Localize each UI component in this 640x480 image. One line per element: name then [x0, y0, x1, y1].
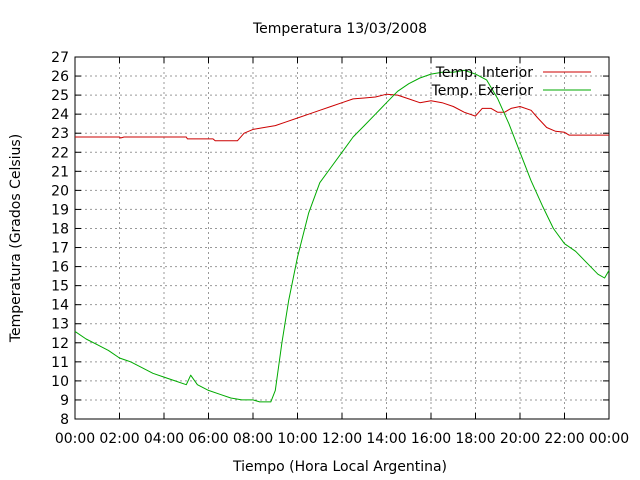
y-tick-label: 15 [51, 279, 69, 295]
y-tick-label: 10 [51, 374, 69, 390]
x-tick-label: 22:00 [544, 431, 584, 447]
y-tick-label: 21 [51, 164, 69, 180]
y-tick-label: 13 [51, 317, 69, 333]
y-tick-label: 22 [51, 145, 69, 161]
x-tick-label: 04:00 [144, 431, 184, 447]
y-tick-label: 20 [51, 183, 69, 199]
legend-label: Temp. Exterior [431, 83, 534, 99]
x-tick-label: 10:00 [277, 431, 317, 447]
y-tick-label: 14 [51, 298, 69, 314]
grid-lines [75, 57, 609, 419]
x-tick-label: 06:00 [188, 431, 228, 447]
x-tick-label: 02:00 [99, 431, 139, 447]
x-tick-label: 20:00 [500, 431, 540, 447]
x-axis-label: Tiempo (Hora Local Argentina) [232, 459, 447, 475]
x-tick-label: 12:00 [322, 431, 362, 447]
y-tick-label: 24 [51, 107, 69, 123]
x-axis-ticks: 00:00 02:00 04:00 06:00 08:00 10:00 12:00 14:00… [55, 57, 629, 447]
y-tick-label: 8 [60, 412, 69, 428]
data-series [74, 69, 610, 403]
y-axis-label: Temperatura (Grados Celsius) [8, 134, 24, 343]
y-tick-label: 9 [60, 393, 69, 409]
y-tick-label: 11 [51, 355, 69, 371]
y-tick-label: 18 [51, 221, 69, 237]
x-tick-label: 14:00 [366, 431, 406, 447]
y-tick-label: 25 [51, 88, 69, 104]
y-tick-label: 12 [51, 336, 69, 352]
y-tick-label: 19 [51, 202, 69, 218]
chart-title: Temperatura 13/03/2008 [252, 21, 427, 37]
x-tick-label: 00:00 [589, 431, 629, 447]
y-tick-label: 17 [51, 241, 69, 257]
x-tick-label: 08:00 [233, 431, 273, 447]
series-line [74, 69, 610, 403]
series-line [75, 93, 609, 142]
y-tick-label: 16 [51, 260, 69, 276]
x-tick-label: 18:00 [455, 431, 495, 447]
legend: Temp. Interior Temp. Exterior [431, 65, 591, 99]
y-tick-label: 26 [51, 69, 69, 85]
x-tick-label: 16:00 [411, 431, 451, 447]
y-tick-label: 27 [51, 50, 69, 66]
y-axis-ticks: 8 9 10 11 12 13 14 15 16 17 18 19 20 21 22 23 24 25 26 27 [51, 50, 609, 428]
x-tick-label: 00:00 [55, 431, 95, 447]
y-tick-label: 23 [51, 126, 69, 142]
legend-label: Temp. Interior [435, 65, 534, 81]
